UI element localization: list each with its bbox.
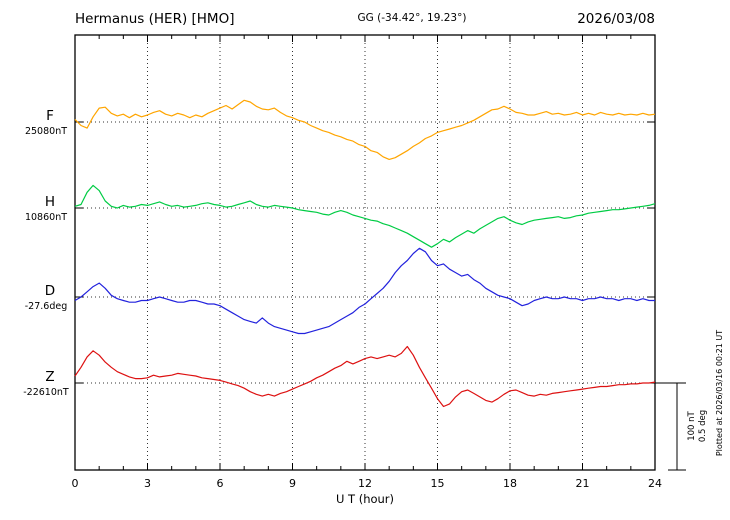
trace-H [74, 184, 656, 248]
x-tick-label: 6 [217, 477, 224, 490]
x-tick-label: 24 [648, 477, 662, 490]
series-D-label: D [45, 283, 55, 299]
series-Z-label: Z [45, 369, 54, 385]
station-title: Hermanus (HER) [HMO] [75, 11, 234, 27]
x-tick-label: 0 [72, 477, 79, 490]
trace-D [74, 247, 655, 335]
plotted-at-label: Plotted at 2026/03/16 00:21 UT [715, 330, 724, 456]
x-axis-label: U T (hour) [336, 492, 394, 506]
trace-F [74, 99, 656, 160]
series-H-baseline-value: 10860nT [25, 212, 67, 223]
series-Z-baseline-value: -22610nT [23, 387, 69, 398]
series-F-label: F [46, 108, 54, 124]
scale-label-deg: 0.5 deg [698, 410, 708, 442]
x-tick-label: 12 [358, 477, 372, 490]
x-tick-label: 18 [503, 477, 517, 490]
plot-frame [74, 34, 656, 471]
plot-area: 0 3 6 9 12 15 18 21 24 [72, 34, 686, 490]
series-D-baseline-value: -27.6deg [25, 301, 68, 312]
x-tick-label: 9 [289, 477, 296, 490]
series-H-label: H [45, 194, 55, 210]
scale-label-nt: 100 nT [687, 410, 697, 440]
x-tick-label: 3 [144, 477, 151, 490]
geo-coordinates-label: GG (-34.42°, 19.23°) [358, 12, 467, 24]
x-tick-label: 21 [576, 477, 590, 490]
series-F-baseline-value: 25080nT [25, 126, 67, 137]
date-label: 2026/03/08 [577, 11, 655, 27]
x-tick-label: 15 [431, 477, 445, 490]
trace-Z [74, 345, 656, 408]
